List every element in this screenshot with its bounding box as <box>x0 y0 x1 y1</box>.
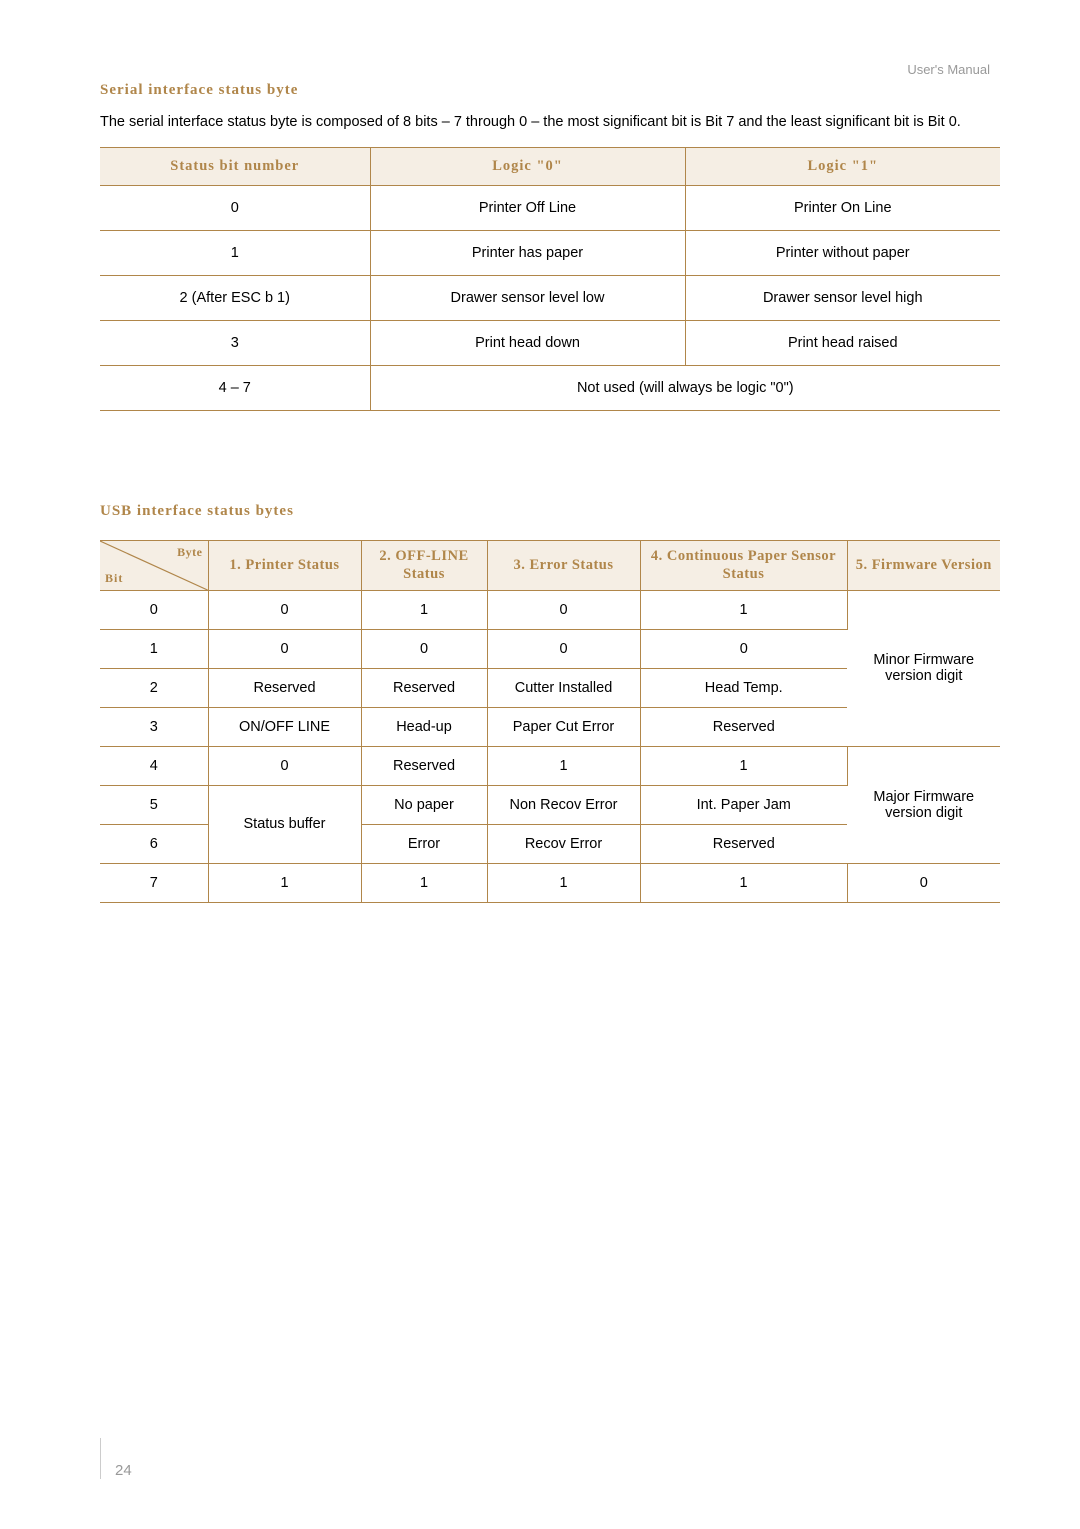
t1-cell: Printer Off Line <box>370 185 685 230</box>
t2-cell: 0 <box>487 629 640 668</box>
t2-bit: 6 <box>100 824 208 863</box>
table-row: 2 (After ESC b 1) Drawer sensor level lo… <box>100 275 1000 320</box>
t2-cell: 1 <box>487 746 640 785</box>
section1-intro: The serial interface status byte is comp… <box>100 113 1000 133</box>
t2-cell: Error <box>361 824 487 863</box>
t2-cell: Head Temp. <box>640 668 847 707</box>
t2-bit: 2 <box>100 668 208 707</box>
t2-cell: 1 <box>640 863 847 902</box>
t2-bit: 5 <box>100 785 208 824</box>
t2-cell: No paper <box>361 785 487 824</box>
t2-cell: 1 <box>208 863 361 902</box>
t2-cell: 1 <box>487 863 640 902</box>
t2-bit: 4 <box>100 746 208 785</box>
table-row: 0 Printer Off Line Printer On Line <box>100 185 1000 230</box>
t2-bit: 0 <box>100 590 208 629</box>
t1-cell: 4 – 7 <box>100 365 370 410</box>
t2-cell-merged: Status buffer <box>208 785 361 863</box>
t1-cell-merged: Not used (will always be logic "0") <box>370 365 1000 410</box>
t2-cell: 0 <box>847 863 1000 902</box>
t1-h0: Status bit number <box>100 147 370 185</box>
t1-cell: Printer without paper <box>685 230 1000 275</box>
t2-cell: 0 <box>361 629 487 668</box>
t2-cell: ON/OFF LINE <box>208 707 361 746</box>
t2-cell: Reserved <box>640 824 847 863</box>
diag-header: Byte Bit <box>100 540 208 590</box>
t2-h5: 5. Firmware Version <box>847 540 1000 590</box>
t2-h3: 3. Error Status <box>487 540 640 590</box>
diag-bit-label: Bit <box>105 571 123 586</box>
t2-cell: 0 <box>208 746 361 785</box>
table-row: 4 – 7 Not used (will always be logic "0"… <box>100 365 1000 410</box>
t1-cell: Printer On Line <box>685 185 1000 230</box>
t2-cell: 1 <box>640 590 847 629</box>
t2-bit: 3 <box>100 707 208 746</box>
t2-h4: 4. Continuous Paper Sensor Status <box>640 540 847 590</box>
t2-cell: Int. Paper Jam <box>640 785 847 824</box>
header-label: User's Manual <box>907 62 990 77</box>
table-row: 1 Printer has paper Printer without pape… <box>100 230 1000 275</box>
t2-cell: Head-up <box>361 707 487 746</box>
t2-h1: 1. Printer Status <box>208 540 361 590</box>
t2-bit: 1 <box>100 629 208 668</box>
section2-title: USB interface status bytes <box>100 503 1000 520</box>
t2-cell: 1 <box>361 590 487 629</box>
t1-cell: Print head down <box>370 320 685 365</box>
t2-h2: 2. OFF-LINE Status <box>361 540 487 590</box>
diag-byte-label: Byte <box>177 545 202 560</box>
t2-cell: Reserved <box>208 668 361 707</box>
t1-cell: Drawer sensor level high <box>685 275 1000 320</box>
t2-cell-merged: Major Firmware version digit <box>847 746 1000 863</box>
t1-cell: 3 <box>100 320 370 365</box>
t2-bit: 7 <box>100 863 208 902</box>
t1-cell: Print head raised <box>685 320 1000 365</box>
t2-cell: Non Recov Error <box>487 785 640 824</box>
t2-cell: Reserved <box>640 707 847 746</box>
page-number: 24 <box>100 1438 132 1479</box>
usb-status-table: Byte Bit 1. Printer Status 2. OFF-LINE S… <box>100 540 1000 903</box>
t2-cell: 0 <box>208 590 361 629</box>
serial-status-table: Status bit number Logic "0" Logic "1" 0 … <box>100 147 1000 411</box>
table-row: 7 1 1 1 1 0 <box>100 863 1000 902</box>
t1-cell: Drawer sensor level low <box>370 275 685 320</box>
t2-cell: 0 <box>640 629 847 668</box>
t2-cell: Cutter Installed <box>487 668 640 707</box>
t1-cell: Printer has paper <box>370 230 685 275</box>
t2-cell: 1 <box>361 863 487 902</box>
section1-title: Serial interface status byte <box>100 82 1000 99</box>
t1-h2: Logic "1" <box>685 147 1000 185</box>
t2-cell: Recov Error <box>487 824 640 863</box>
t1-cell: 1 <box>100 230 370 275</box>
t2-cell: 0 <box>487 590 640 629</box>
t2-cell: Reserved <box>361 668 487 707</box>
table-row: 0 0 1 0 1 Minor Firmware version digit <box>100 590 1000 629</box>
t2-cell: 1 <box>640 746 847 785</box>
t2-cell: Reserved <box>361 746 487 785</box>
t2-cell-merged: Minor Firmware version digit <box>847 590 1000 746</box>
t2-cell: Paper Cut Error <box>487 707 640 746</box>
t2-cell: 0 <box>208 629 361 668</box>
table-row: 4 0 Reserved 1 1 Major Firmware version … <box>100 746 1000 785</box>
table-row: 3 Print head down Print head raised <box>100 320 1000 365</box>
t1-cell: 0 <box>100 185 370 230</box>
t1-cell: 2 (After ESC b 1) <box>100 275 370 320</box>
t1-h1: Logic "0" <box>370 147 685 185</box>
